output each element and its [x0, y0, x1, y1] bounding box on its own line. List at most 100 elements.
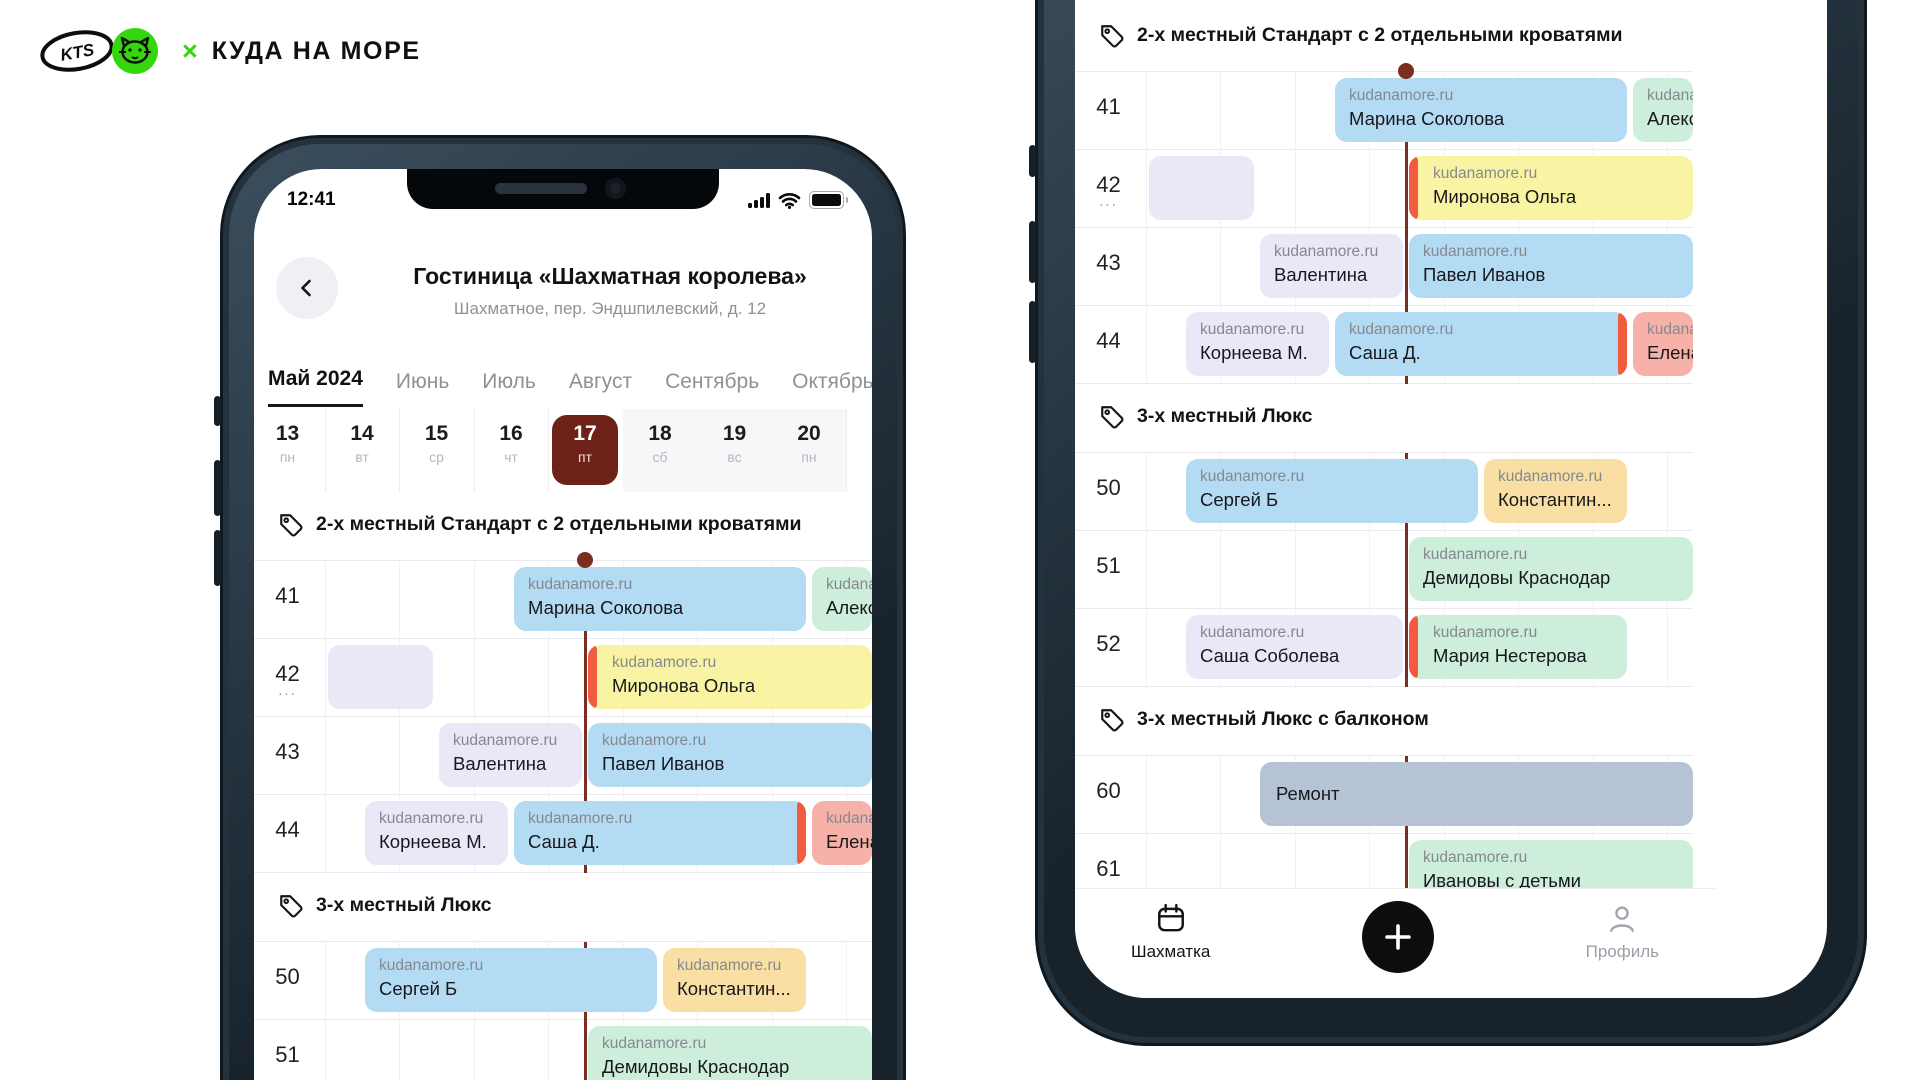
booking-block[interactable]: kudanamore.ru Демидовы Краснодар — [588, 1026, 872, 1080]
volume-down-button — [214, 530, 221, 586]
month-tab[interactable]: Май 2024 — [268, 367, 363, 407]
booking-block[interactable]: kudanamore.ru Марина Соколова — [514, 567, 806, 631]
grid-line — [325, 561, 326, 638]
booking-block[interactable]: kudanamore.ru Корнеева М. — [365, 801, 508, 865]
booking-guest: Валентина — [453, 753, 547, 774]
booking-block[interactable]: kudanamore.ru Павел Иванов — [1409, 234, 1693, 298]
booking-source: kudanamore.ru — [1423, 546, 1528, 563]
room-number: 60 — [1075, 756, 1146, 833]
month-tab[interactable]: Август — [568, 370, 633, 393]
date-cell[interactable]: 16 чт — [474, 409, 549, 492]
room-row: 42... kudanamore.ru Миронова Ольга — [254, 639, 872, 717]
booking-guest: Валентина — [1274, 264, 1368, 285]
room-row: 50 kudanamore.ru Сергей Б kudanamore.ru Конс… — [254, 942, 872, 1020]
date-cell[interactable]: 15 ср — [399, 409, 475, 492]
booking-block[interactable]: kudanamore.ru Миронова Ольга — [588, 645, 872, 709]
booking-block[interactable]: kudanamore.ru Демидовы Краснодар — [1409, 537, 1693, 601]
booking-edge-stripe — [588, 645, 597, 709]
room-number-text: 44 — [275, 817, 300, 842]
booking-guest: Саша Д. — [528, 831, 600, 852]
room-number: 42... — [254, 639, 325, 716]
booking-grid: 2-х местный Стандарт с 2 отдельными кров… — [1075, 3, 1693, 912]
grid-line — [548, 1020, 549, 1080]
booking-block[interactable]: kudanamore.ru Мария Нестерова — [1409, 615, 1627, 679]
booking-block[interactable]: kudanamore.ru Валентина — [1260, 234, 1403, 298]
room-more-indicator[interactable]: ... — [278, 682, 297, 699]
date-cell[interactable]: 19 вс — [697, 409, 773, 492]
grid-line — [1146, 834, 1147, 911]
room-number: 51 — [254, 1020, 325, 1080]
booking-block[interactable]: kudanamore.ru Константин... — [1484, 459, 1627, 523]
booking-block[interactable]: kudanamore.ru Павел Иванов — [588, 723, 872, 787]
cat-logo-icon — [112, 28, 158, 74]
booking-block[interactable]: kudanamore.ru Алекс — [1633, 78, 1693, 142]
grid-line — [474, 639, 475, 716]
nav-tab-profile[interactable]: Профиль — [1586, 903, 1659, 962]
speaker-icon — [495, 183, 587, 194]
date-cell[interactable]: 14 вт — [325, 409, 400, 492]
mute-switch — [214, 396, 221, 426]
add-booking-button[interactable] — [1361, 901, 1434, 973]
today-date-chip[interactable]: 17 пт — [552, 415, 618, 485]
date-weekday: пт — [578, 449, 592, 465]
grid-line — [1146, 72, 1147, 149]
calendar-icon — [1157, 903, 1184, 932]
grid-line — [1295, 834, 1296, 911]
date-cell[interactable]: 20 пн — [772, 409, 847, 492]
booking-block[interactable] — [328, 645, 433, 709]
booking-guest: Елена — [826, 831, 872, 852]
month-tab[interactable]: Сентябрь — [665, 370, 760, 393]
month-tab[interactable]: Июнь — [395, 370, 450, 393]
booking-block[interactable]: Ремонт — [1260, 762, 1693, 826]
booking-block[interactable]: kudanamore.ru Саша Соболева — [1186, 615, 1403, 679]
booking-source: kudanamore.ru — [1200, 321, 1305, 338]
booking-block[interactable]: kudanamore.ru Миронова Ольга — [1409, 156, 1693, 220]
svg-text:KTS: KTS — [59, 40, 96, 65]
date-weekday: пн — [801, 449, 817, 465]
today-line — [1405, 756, 1408, 912]
booking-block[interactable]: kudanamore.ru Саша Д. — [514, 801, 806, 865]
booking-source: kudanamore.ru — [602, 732, 707, 749]
grid-line — [1220, 531, 1221, 608]
grid-line — [1369, 150, 1370, 227]
grid-line — [399, 561, 400, 638]
booking-guest: Демидовы Краснодар — [1423, 567, 1611, 588]
booking-source: kudanamore.ru — [826, 810, 872, 827]
booking-block[interactable]: kudanamore.ru Сергей Б — [365, 948, 657, 1012]
room-type-grid: 50 kudanamore.ru Сергей Б kudanamore.ru Конс… — [1075, 452, 1693, 687]
booking-source: kudanamore.ru — [379, 810, 484, 827]
room-type-title: 2-х местный Стандарт с 2 отдельными кров… — [1137, 24, 1623, 46]
date-cell[interactable]: 17 пт — [548, 409, 624, 492]
month-tab[interactable]: Октябрь — [792, 370, 872, 393]
booking-block[interactable]: kudanamore.ru Елена — [1633, 312, 1693, 376]
room-number-text: 60 — [1096, 778, 1121, 803]
booking-block[interactable]: kudanamore.ru Марина Соколова — [1335, 78, 1627, 142]
tag-icon — [280, 895, 303, 918]
month-tab[interactable]: Июль — [482, 370, 536, 393]
date-number: 14 — [350, 422, 374, 445]
date-cell[interactable]: 13 пн — [254, 409, 326, 492]
booking-block[interactable]: kudanamore.ru Валентина — [439, 723, 582, 787]
date-cell[interactable]: 18 сб — [623, 409, 698, 492]
booking-guest: Павел Иванов — [1423, 264, 1546, 285]
room-row: 44 kudanamore.ru Корнеева М. kudanamore.ru С… — [254, 795, 872, 873]
today-dot — [577, 552, 593, 568]
booking-block[interactable]: kudanamore.ru Сергей Б — [1186, 459, 1478, 523]
room-row: 42... kudanamore.ru Миронова Ольга — [1075, 150, 1693, 228]
notch — [407, 169, 719, 209]
room-more-indicator[interactable]: ... — [1099, 193, 1118, 210]
room-number-text: 43 — [275, 739, 300, 764]
room-number-text: 42 — [1096, 172, 1121, 197]
nav-label: Шахматка — [1131, 942, 1211, 961]
booking-block[interactable]: kudanamore.ru Саша Д. — [1335, 312, 1627, 376]
grid-line — [1146, 531, 1147, 608]
booking-block[interactable]: kudanamore.ru Алекс — [812, 567, 872, 631]
booking-block[interactable]: kudanamore.ru Корнеева М. — [1186, 312, 1329, 376]
booking-block[interactable]: kudanamore.ru Елена — [812, 801, 872, 865]
room-row: 51 kudanamore.ru Демидовы Краснодар — [1075, 531, 1693, 609]
booking-block[interactable]: kudanamore.ru Константин... — [663, 948, 806, 1012]
nav-tab-shahmatka[interactable]: Шахматка — [1131, 903, 1210, 962]
booking-block[interactable] — [1149, 156, 1254, 220]
back-button[interactable] — [276, 257, 338, 319]
